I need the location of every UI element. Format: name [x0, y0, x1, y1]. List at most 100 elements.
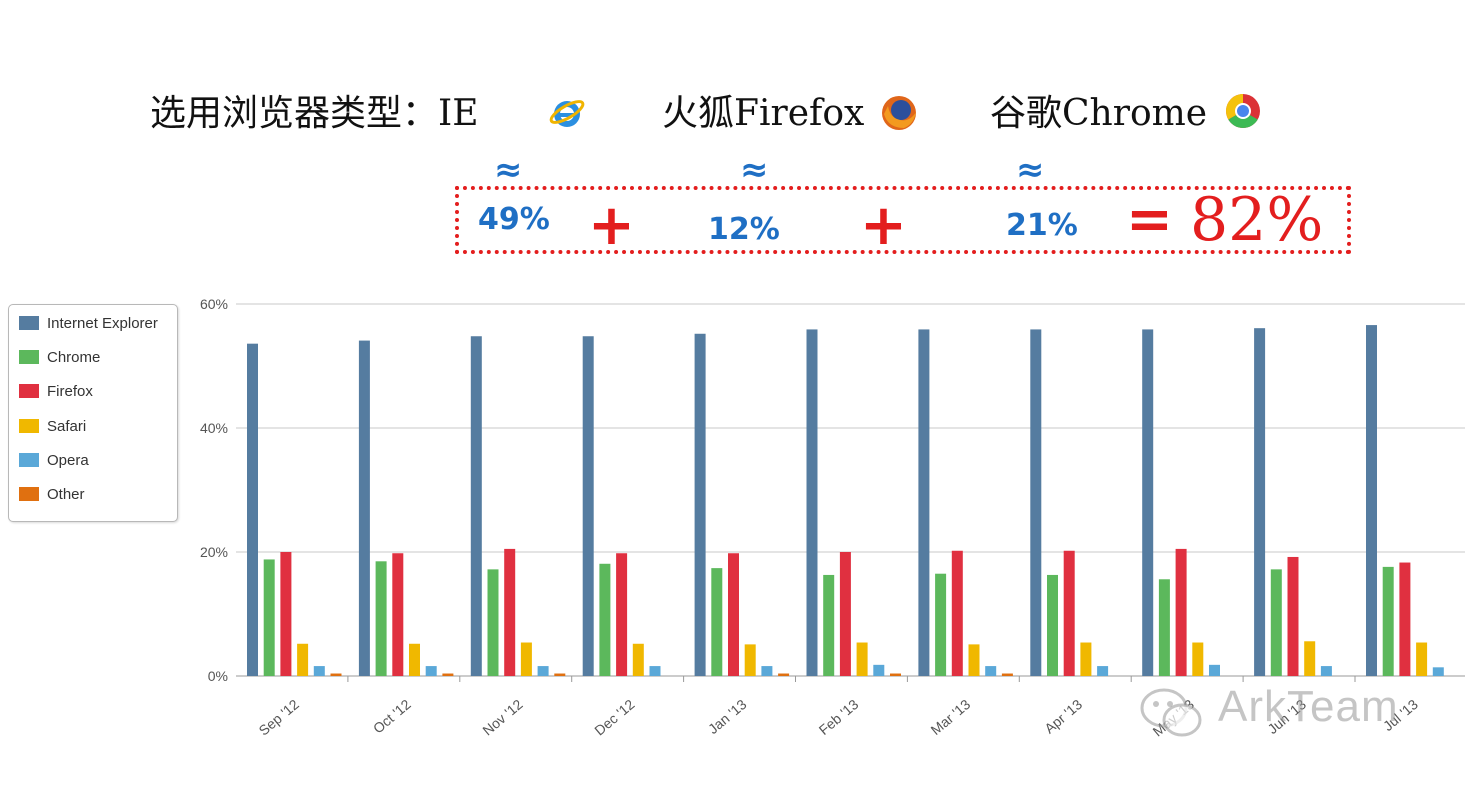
legend-label: Internet Explorer [47, 314, 158, 332]
bar-chrome [487, 569, 499, 676]
bar-other [330, 673, 342, 676]
bar-safari [1080, 642, 1092, 676]
chrome-percent: 21% [1006, 208, 1078, 243]
approx-symbol-firefox: ≈ [740, 150, 769, 190]
bar-opera [1320, 666, 1332, 676]
bar-internet-explorer [1366, 325, 1377, 676]
bar-firefox [839, 552, 851, 676]
bar-chrome [375, 561, 387, 676]
bar-safari [520, 642, 532, 676]
bar-safari [1416, 642, 1428, 676]
x-tick-label: Dec '12 [591, 696, 637, 739]
bar-other [778, 673, 790, 676]
bar-internet-explorer [358, 340, 370, 676]
legend-label: Opera [47, 451, 89, 469]
x-tick-label: Apr '13 [1041, 696, 1085, 737]
bar-opera [425, 666, 437, 676]
bar-internet-explorer [1254, 328, 1266, 676]
bar-opera [761, 666, 773, 676]
x-tick-label: Mar '13 [928, 696, 974, 738]
x-tick-label: Nov '12 [479, 696, 525, 739]
ie-logo-icon [548, 94, 586, 132]
bar-chrome [823, 574, 835, 676]
legend-label: Chrome [47, 348, 101, 366]
bar-chrome [1270, 569, 1282, 676]
bar-opera [313, 666, 325, 676]
bar-firefox [728, 553, 739, 676]
bar-firefox [1175, 548, 1187, 676]
total-percent: 82% [1190, 185, 1324, 255]
bar-firefox [280, 552, 292, 676]
legend-item-safari: Safari [19, 416, 86, 436]
bar-internet-explorer [470, 336, 482, 676]
bar-opera [1432, 667, 1444, 676]
bar-safari [409, 643, 420, 676]
y-tick-label: 0% [208, 668, 228, 684]
legend-item-other: Other [19, 484, 85, 504]
bar-firefox [1399, 562, 1411, 676]
bar-opera [985, 666, 997, 676]
ie-percent: 49% [478, 202, 550, 237]
x-tick-label: Oct '12 [370, 696, 414, 737]
wechat-icon [1140, 688, 1202, 737]
bar-chrome [1382, 566, 1394, 676]
bar-internet-explorer [806, 329, 818, 676]
bar-chrome [599, 563, 611, 676]
bar-safari [1192, 642, 1204, 676]
bar-other [442, 673, 454, 676]
plus-sign-2: + [860, 193, 907, 258]
y-tick-label: 60% [200, 296, 228, 312]
legend-swatch [19, 384, 39, 398]
y-tick-label: 20% [200, 544, 228, 560]
bar-safari [968, 644, 980, 676]
bar-chrome [263, 559, 275, 676]
bar-firefox [951, 550, 963, 676]
bar-safari [856, 642, 868, 676]
legend-label: Other [47, 485, 85, 503]
bar-firefox [1287, 556, 1299, 676]
bar-firefox [616, 553, 628, 676]
bar-safari [632, 643, 644, 676]
equals-sign: = [1126, 187, 1173, 252]
x-tick-label: Feb '13 [816, 696, 862, 738]
bar-firefox [1063, 550, 1075, 676]
legend-swatch [19, 350, 39, 364]
sum-box [455, 186, 1351, 254]
watermark: ArkTeam [1136, 678, 1436, 748]
bar-safari [744, 644, 756, 676]
legend-label: Firefox [47, 382, 93, 400]
legend-item-opera: Opera [19, 450, 89, 470]
bar-opera [537, 666, 549, 676]
bar-internet-explorer [1142, 329, 1154, 676]
watermark-text: ArkTeam [1218, 682, 1399, 731]
bar-internet-explorer [1030, 329, 1042, 676]
bar-safari [1304, 641, 1316, 676]
legend-swatch [19, 316, 39, 330]
chart-legend: Internet Explorer Chrome Firefox Safari … [8, 304, 178, 522]
bar-chrome [1158, 579, 1170, 676]
x-tick-label: Sep '12 [256, 696, 302, 739]
bar-opera [1097, 666, 1109, 676]
legend-item-chrome: Chrome [19, 347, 100, 367]
firefox-percent: 12% [708, 212, 780, 247]
bar-internet-explorer [582, 336, 594, 676]
plus-sign-1: + [588, 193, 635, 258]
bar-internet-explorer [247, 343, 258, 676]
legend-swatch [19, 453, 39, 467]
firefox-logo-icon [880, 94, 918, 132]
approx-symbol-chrome: ≈ [1016, 150, 1045, 190]
bar-safari [297, 643, 309, 676]
headline-prefix: 选用浏览器类型：IE [150, 93, 479, 134]
bar-firefox [392, 553, 404, 676]
headline-chrome: 谷歌Chrome [990, 93, 1208, 134]
chrome-logo-icon [1224, 92, 1262, 130]
legend-item-internet-explorer: Internet Explorer [19, 313, 158, 333]
bar-chrome [935, 573, 947, 676]
bar-chrome [711, 568, 723, 676]
bar-opera [649, 666, 661, 676]
legend-item-firefox: Firefox [19, 381, 93, 401]
bar-internet-explorer [918, 329, 930, 676]
bar-opera [1209, 664, 1220, 676]
bar-other [1001, 673, 1013, 676]
